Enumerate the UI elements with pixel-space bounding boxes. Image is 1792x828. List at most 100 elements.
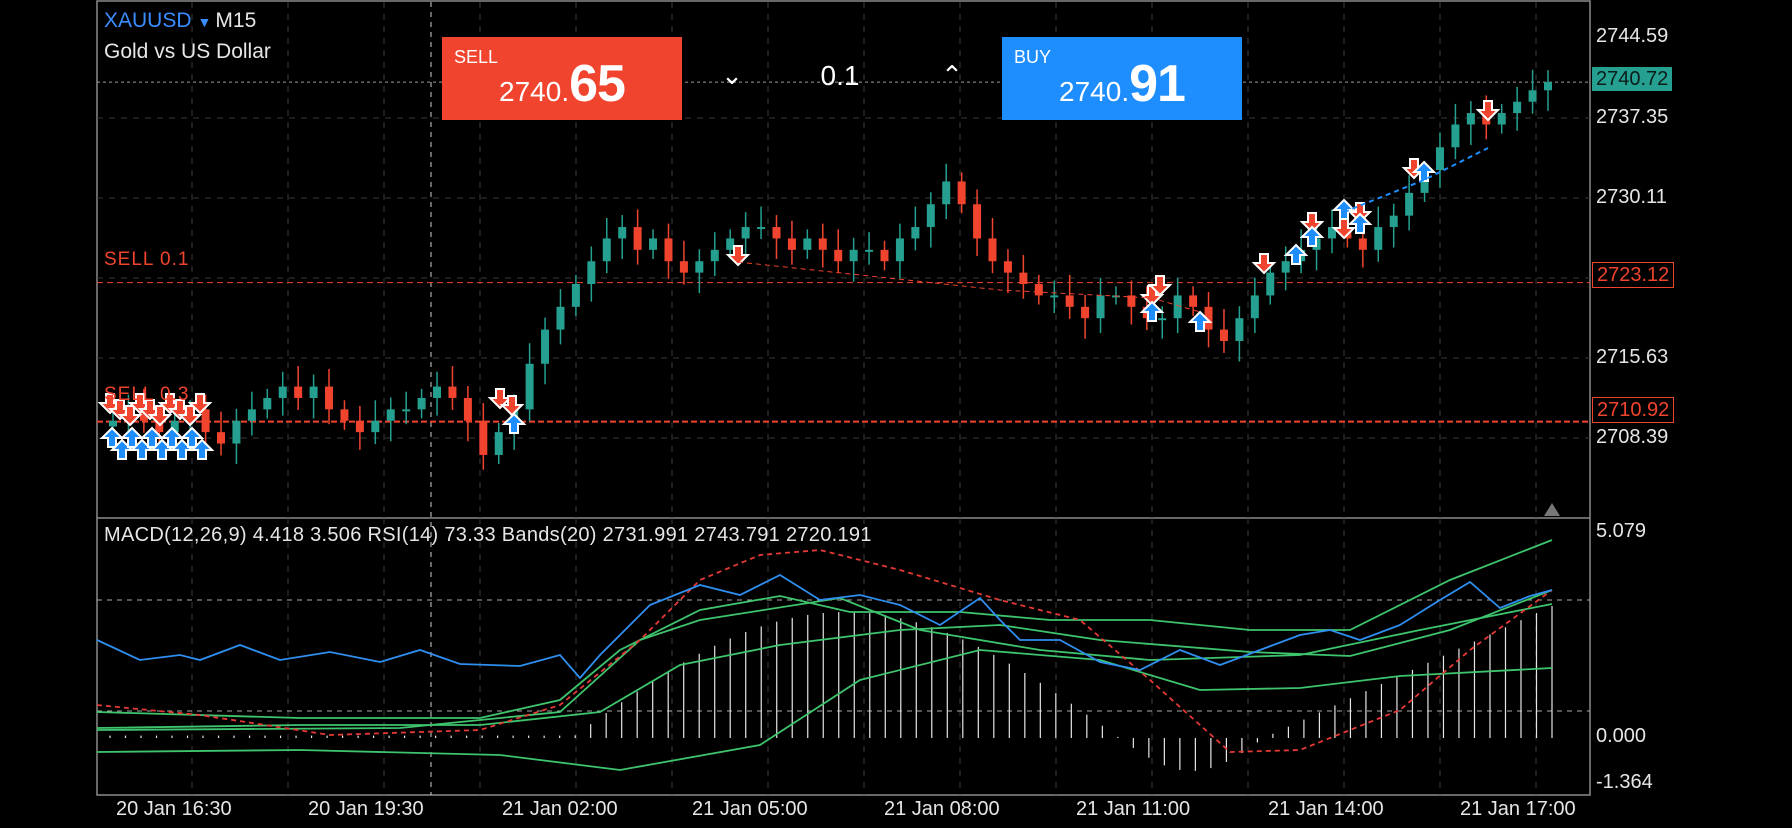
candle-body (1451, 124, 1460, 148)
candle-body (463, 397, 472, 421)
rsi-line (96, 573, 1553, 680)
time-axis-label: 21 Jan 14:00 (1268, 798, 1384, 820)
candle-body (340, 409, 349, 421)
time-axis-label: 20 Jan 16:30 (116, 798, 232, 820)
timeframe-label[interactable]: M15 (215, 9, 257, 32)
symbol-description: Gold vs US Dollar (104, 40, 271, 63)
candle-body (525, 363, 534, 410)
time-axis-label: 21 Jan 11:00 (1076, 798, 1191, 820)
candle-body (355, 420, 364, 433)
sell-marker-arrow-icon (1251, 253, 1277, 275)
candle-body (664, 238, 673, 262)
macd-signal-line (96, 549, 1553, 753)
indicator-axis-label: -1.364 (1596, 771, 1653, 793)
candle-body (263, 397, 272, 410)
candle-body (371, 420, 380, 433)
indicator-axis-label: 5.079 (1596, 520, 1647, 542)
candle-body (494, 432, 503, 455)
candle-body (201, 409, 210, 433)
scroll-end-icon (1544, 503, 1560, 516)
candle-body (942, 181, 951, 205)
candle-body (1466, 113, 1475, 125)
sell-marker-arrow-icon (1299, 212, 1325, 234)
candle-body (1544, 82, 1552, 91)
candle-body (1327, 227, 1336, 239)
order-price-tag: 2723.12 (1592, 262, 1675, 288)
indicator-legend: MACD(12,26,9) 4.418 3.506 RSI(14) 73.33 … (104, 524, 872, 546)
candle-body (1528, 90, 1537, 102)
buy-marker-arrow-icon (1331, 198, 1357, 220)
candle-body (803, 238, 812, 250)
candle-body (1034, 284, 1043, 296)
buy-price: 2740.91 (1059, 55, 1186, 113)
buy-marker-arrow-icon (501, 412, 527, 434)
candle-body (278, 386, 287, 398)
candle-body (386, 409, 395, 421)
candle-body (1219, 329, 1228, 341)
current-price-tag: 2740.72 (1592, 67, 1673, 91)
candle-body (988, 238, 997, 262)
sell-marker-arrow-icon (1347, 202, 1373, 224)
candle-body (849, 249, 858, 262)
candle-body (895, 238, 904, 262)
price-axis-label: 2737.35 (1596, 106, 1669, 128)
candle-body (602, 238, 611, 262)
sell-button[interactable]: SELL 2740.65 (442, 37, 682, 120)
candle-body (757, 227, 766, 230)
sell-price: 2740.65 (499, 55, 626, 113)
candle-body (1358, 238, 1367, 250)
candle-body (232, 420, 241, 444)
buy-marker-arrow-icon (179, 426, 205, 448)
candle-body (1127, 295, 1136, 307)
candle-body (1435, 147, 1444, 171)
quantity-increase-chevron-up-icon[interactable]: ⌃ (941, 60, 963, 90)
sell-marker-arrow-icon (1147, 275, 1173, 297)
candle-body (155, 420, 164, 433)
buy-marker-arrow-icon (1283, 243, 1309, 265)
trade-connector-line (737, 261, 1201, 313)
order-label-sell-0-3[interactable]: SELL 0.3 (104, 384, 190, 405)
order-label-sell-0-1[interactable]: SELL 0.1 (104, 249, 190, 270)
candle-body (1096, 295, 1105, 319)
middle-band-line (96, 589, 1553, 729)
candle-body (973, 204, 982, 239)
candle-body (217, 432, 226, 444)
symbol-name[interactable]: XAUUSD (104, 9, 192, 32)
candle-body (294, 386, 303, 398)
sell-marker-arrow-icon (499, 395, 525, 417)
sell-marker-arrow-icon (177, 405, 203, 427)
sell-marker-arrow-icon (187, 393, 213, 415)
candle-body (1235, 318, 1244, 341)
candle-body (1081, 306, 1090, 319)
candle-body (618, 227, 627, 239)
symbol-selector[interactable]: XAUUSD ▼ M15 (104, 9, 256, 33)
sell-marker-arrow-icon (147, 405, 173, 427)
quantity-field[interactable]: 0.1 (820, 60, 860, 91)
candle-body (139, 409, 148, 421)
buy-button[interactable]: BUY 2740.91 (1002, 37, 1242, 120)
candle-body (1173, 295, 1182, 319)
chevron-down-icon[interactable]: ▼ (197, 14, 212, 30)
candle-body (957, 181, 966, 205)
price-axis-label: 2708.39 (1596, 426, 1669, 448)
candle-body (772, 227, 781, 239)
candle-body (649, 238, 658, 250)
candle-body (1497, 113, 1506, 125)
candle-body (587, 261, 596, 285)
candle-body (433, 386, 442, 398)
candle-body (1389, 215, 1398, 228)
candle-body (865, 249, 874, 252)
candle-body (1250, 295, 1259, 319)
candle-body (787, 238, 796, 250)
middle-band-line (96, 597, 1553, 731)
candle-body (710, 249, 719, 262)
buy-marker-arrow-icon (189, 438, 215, 460)
candle-body (417, 397, 426, 410)
time-axis-label: 21 Jan 05:00 (692, 798, 808, 820)
price-axis-label: 2730.11 (1596, 186, 1667, 208)
time-axis-label: 21 Jan 17:00 (1460, 798, 1576, 820)
candle-body (1266, 272, 1275, 296)
candle-body (1003, 261, 1012, 273)
quantity-decrease-chevron-down-icon[interactable]: ⌄ (721, 60, 743, 90)
